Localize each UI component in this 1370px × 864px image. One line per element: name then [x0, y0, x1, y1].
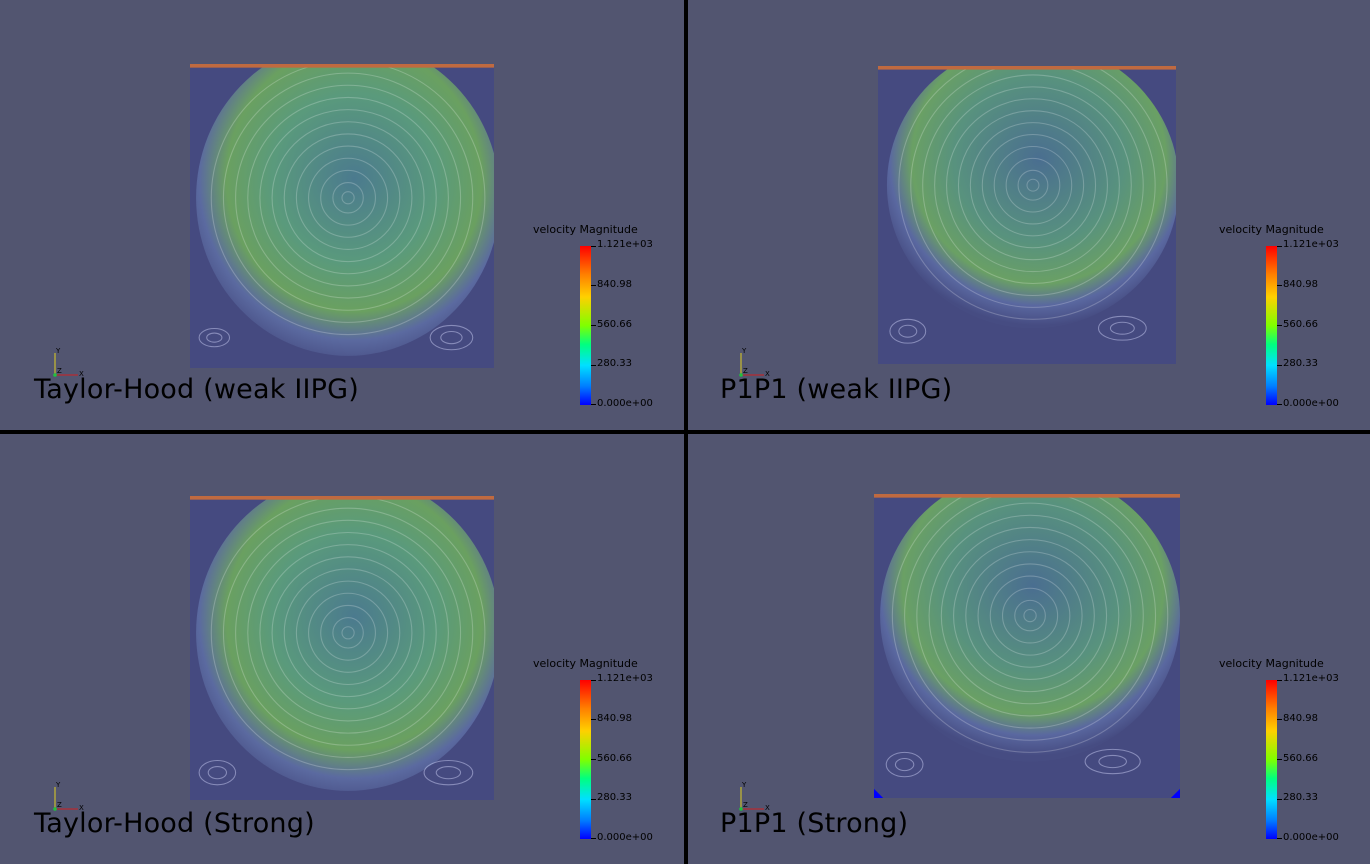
colorbar-tick-label: 560.66 [597, 319, 632, 330]
streamline-visualization[interactable] [874, 494, 1180, 798]
colorbar-title: velocity Magnitude [533, 657, 638, 670]
colorbar-tick [591, 719, 596, 720]
colorbar-tick [591, 838, 596, 839]
colorbar-tick [591, 285, 596, 286]
axis-x-label: X [79, 370, 84, 378]
colorbar-tick [1277, 325, 1282, 326]
colorbar-tick-label: 1.121e+03 [1283, 673, 1339, 684]
orientation-axes: Y Z X [734, 781, 774, 815]
orientation-axes: Y Z X [48, 347, 88, 381]
viewport-top-left[interactable]: Taylor-Hood (weak IIPG) velocity Magnitu… [0, 0, 684, 430]
colorbar-tick-label: 1.121e+03 [1283, 239, 1339, 250]
colorbar-tick-label: 560.66 [597, 753, 632, 764]
axis-z-label: Z [57, 367, 62, 375]
colorbar-tick [591, 365, 596, 366]
colorbar-tick [1277, 838, 1282, 839]
colorbar-title: velocity Magnitude [1219, 657, 1324, 670]
axis-x-label: X [765, 370, 770, 378]
colorbar-tick [1277, 365, 1282, 366]
orientation-axes: Y Z X [734, 347, 774, 381]
colorbar-title: velocity Magnitude [533, 223, 638, 236]
axis-y-label: Y [55, 781, 61, 789]
colorbar-tick-label: 840.98 [1283, 279, 1318, 290]
colorbar [580, 680, 591, 839]
axis-y-label: Y [741, 347, 747, 355]
colorbar-tick [1277, 246, 1282, 247]
colorbar-title: velocity Magnitude [1219, 223, 1324, 236]
colorbar-tick-label: 0.000e+00 [1283, 832, 1339, 843]
lic-image [874, 494, 1180, 798]
colorbar-tick [591, 325, 596, 326]
axis-x-label: X [765, 804, 770, 812]
streamline-visualization[interactable] [190, 496, 494, 800]
colorbar [1266, 680, 1277, 839]
colorbar [1266, 246, 1277, 405]
colorbar-tick [1277, 285, 1282, 286]
colorbar-tick-label: 0.000e+00 [1283, 398, 1339, 409]
lic-image [878, 66, 1176, 364]
colorbar-tick-label: 840.98 [597, 713, 632, 724]
axis-x-label: X [79, 804, 84, 812]
streamline-visualization[interactable] [878, 66, 1176, 364]
viewport-top-right[interactable]: P1P1 (weak IIPG) velocity Magnitude 1.12… [688, 0, 1370, 430]
colorbar-tick-label: 840.98 [1283, 713, 1318, 724]
streamline-visualization[interactable] [190, 64, 494, 368]
panel-title: P1P1 (Strong) [720, 808, 909, 839]
colorbar-tick [1277, 680, 1282, 681]
colorbar-tick [591, 404, 596, 405]
colorbar-tick [591, 799, 596, 800]
orientation-axes: Y Z X [48, 781, 88, 815]
lic-image [190, 496, 494, 800]
panel-title: Taylor-Hood (weak IIPG) [34, 374, 360, 405]
viewport-bottom-right[interactable]: P1P1 (Strong) velocity Magnitude 1.121e+… [688, 434, 1370, 864]
colorbar-tick-label: 560.66 [1283, 319, 1318, 330]
viewport-bottom-left[interactable]: Taylor-Hood (Strong) velocity Magnitude … [0, 434, 684, 864]
axis-z-label: Z [57, 801, 62, 809]
colorbar-tick-label: 280.33 [1283, 792, 1318, 803]
colorbar-tick [1277, 799, 1282, 800]
axis-y-label: Y [741, 781, 747, 789]
colorbar-tick-label: 1.121e+03 [597, 673, 653, 684]
colorbar-tick [1277, 759, 1282, 760]
axis-z-label: Z [743, 801, 748, 809]
panel-title: P1P1 (weak IIPG) [720, 374, 953, 405]
colorbar-tick-label: 1.121e+03 [597, 239, 653, 250]
panel-title: Taylor-Hood (Strong) [34, 808, 315, 839]
lic-image [190, 64, 494, 368]
colorbar-tick-label: 280.33 [597, 358, 632, 369]
colorbar-tick [591, 680, 596, 681]
colorbar-tick-label: 0.000e+00 [597, 398, 653, 409]
axis-y-label: Y [55, 347, 61, 355]
colorbar-tick-label: 280.33 [597, 792, 632, 803]
colorbar-tick-label: 840.98 [597, 279, 632, 290]
colorbar-tick [591, 759, 596, 760]
colorbar-tick [1277, 404, 1282, 405]
axis-z-label: Z [743, 367, 748, 375]
colorbar-tick-label: 0.000e+00 [597, 832, 653, 843]
colorbar-tick [591, 246, 596, 247]
colorbar-tick [1277, 719, 1282, 720]
colorbar-tick-label: 280.33 [1283, 358, 1318, 369]
colorbar-tick-label: 560.66 [1283, 753, 1318, 764]
colorbar [580, 246, 591, 405]
